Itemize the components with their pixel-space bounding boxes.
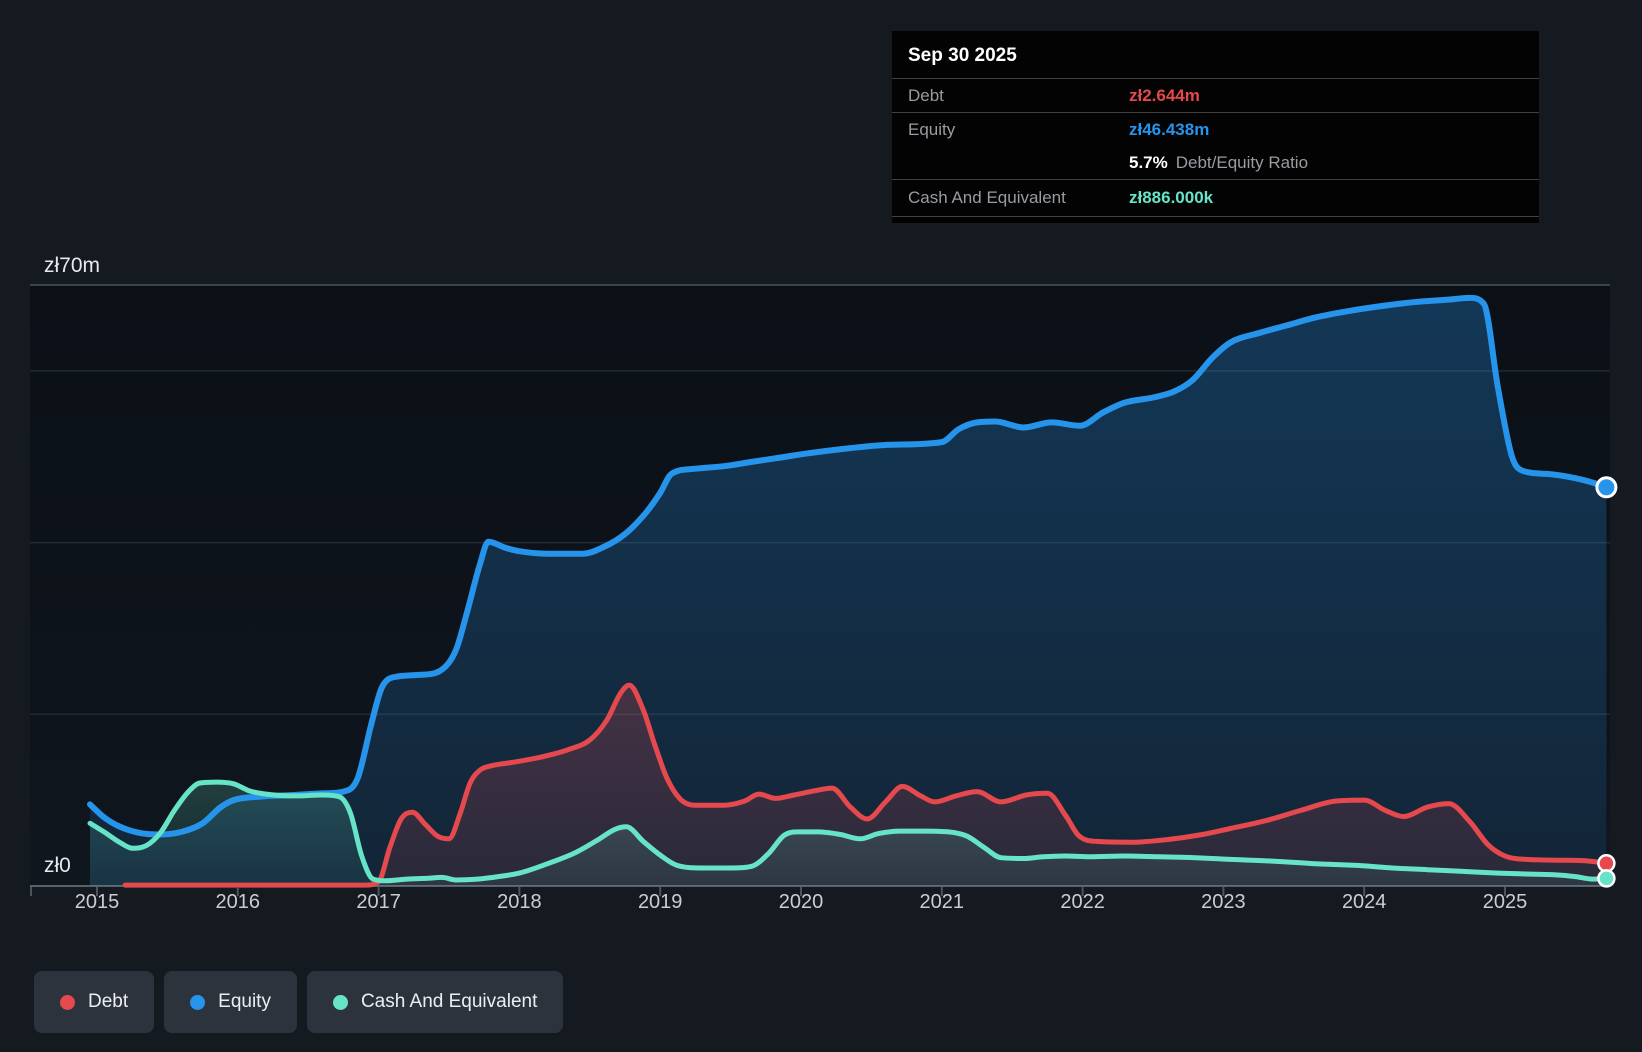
tooltip-row-debt: Debt zł2.644m [892,79,1539,113]
x-tick-label-2025: 2025 [1483,891,1528,913]
x-axis-labels: 2015 2016 2017 2018 2019 2020 2021 2022 2023 2024… [75,891,1528,913]
y-axis-top-label: zł70m [44,254,100,277]
y-axis-zero-label: zł0 [44,854,71,877]
tooltip-ratio-label: Debt/Equity Ratio [1175,152,1309,172]
x-tick-label-2024: 2024 [1342,891,1387,913]
x-tick-label-2016: 2016 [216,891,261,913]
debt-line [122,682,1609,888]
x-tick-label-2022: 2022 [1060,891,1105,913]
x-tick-label-2017: 2017 [356,891,401,913]
x-tick-label-2023: 2023 [1201,891,1246,913]
x-tick-label-2019: 2019 [638,891,683,913]
tooltip-debt-label: Debt [908,85,944,105]
chart-tooltip: Sep 30 2025 Debt zł2.644m Equity zł46.43… [891,30,1540,224]
series-lines [87,294,1610,888]
legend-item-cash[interactable]: Cash And Equivalent [306,971,564,1033]
legend-equity-label: Equity [218,991,271,1012]
x-tick-label-2020: 2020 [779,891,824,913]
legend-debt-label: Debt [88,991,129,1012]
tooltip-equity-label: Equity [908,119,956,139]
debt-dot-icon [60,994,75,1010]
chart-legend: Debt Equity Cash And Equivalent [34,971,564,1033]
cash-end-marker[interactable] [1597,869,1616,888]
tooltip-cash-label: Cash And Equivalent [908,188,1066,207]
equity-area [90,297,1607,886]
series-end-markers [1595,476,1618,888]
x-tick-label-2018: 2018 [497,891,542,913]
x-tick-label-2021: 2021 [920,891,965,913]
legend-item-equity[interactable]: Equity [164,971,297,1033]
legend-cash-label: Cash And Equivalent [360,991,538,1012]
tooltip-cash-value: zł886.000k [1129,188,1214,207]
tooltip-row-cash: Cash And Equivalent zł886.000k [892,180,1539,217]
equity-end-marker[interactable] [1595,476,1618,499]
legend-item-debt[interactable]: Debt [34,971,155,1033]
tooltip-debt-value: zł2.644m [1129,85,1200,105]
debt-end-marker[interactable] [1597,854,1616,873]
cash-dot-icon [332,994,348,1010]
tooltip-date: Sep 30 2025 [892,31,1539,79]
tooltip-row-ratio: 5.7% Debt/Equity Ratio [892,146,1539,180]
x-tick-label-2015: 2015 [75,891,120,913]
debt-area [125,685,1607,886]
tooltip-row-equity: Equity zł46.438m [892,113,1539,146]
tooltip-equity-value: zł46.438m [1129,119,1210,139]
cash-line [87,779,1609,884]
x-axis-ticks [30,887,1506,896]
equity-dot-icon [190,994,206,1010]
tooltip-ratio-value: 5.7% [1129,152,1168,172]
